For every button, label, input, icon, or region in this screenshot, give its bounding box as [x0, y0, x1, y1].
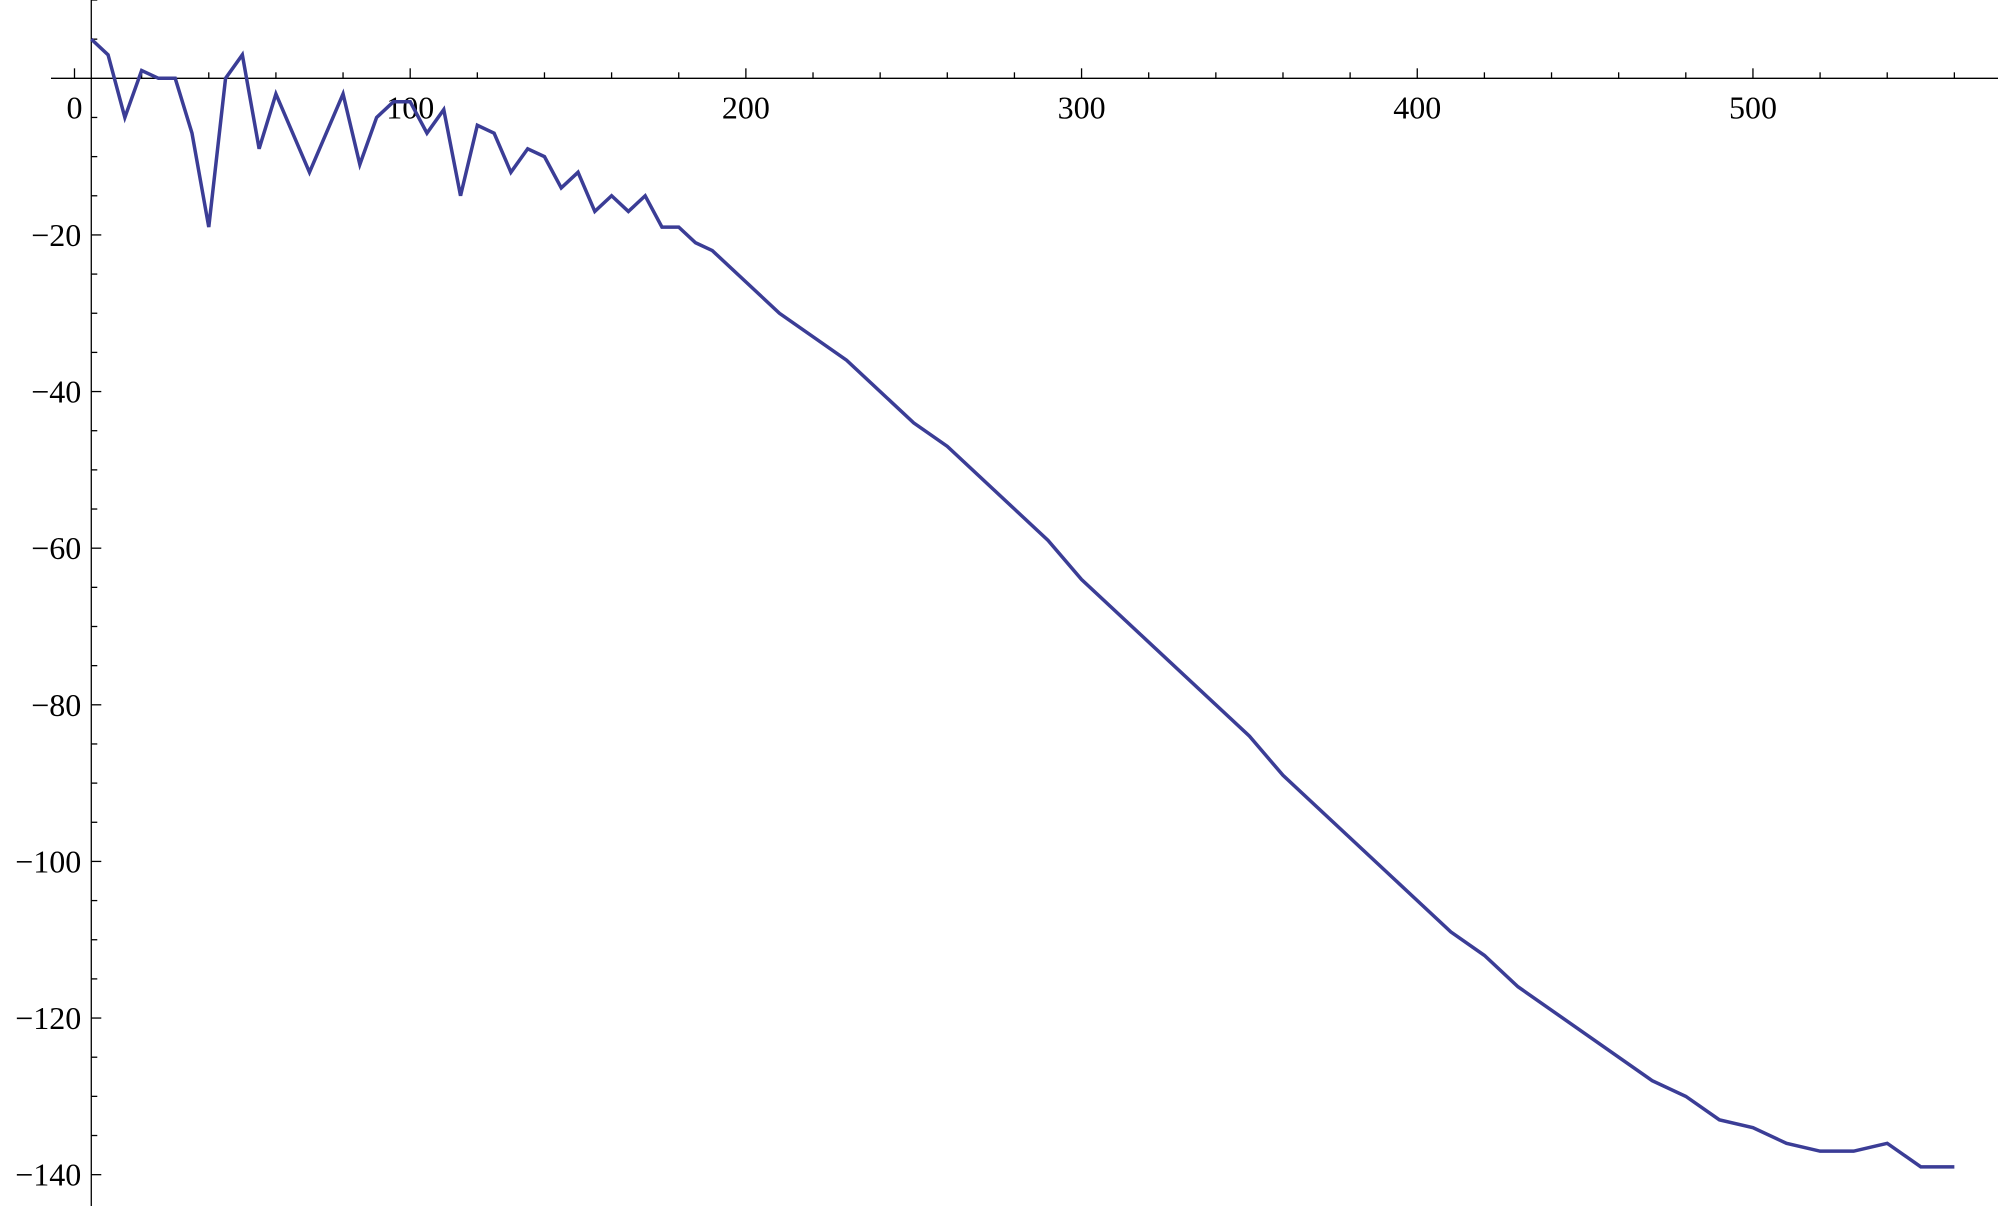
data-line: [90, 37, 1955, 1169]
y-tick-label: −140: [15, 1157, 81, 1193]
y-tick-label: −100: [15, 843, 81, 879]
y-tick-label: −120: [15, 1000, 81, 1036]
y-tick-label: −60: [31, 530, 81, 566]
x-tick-label: 200: [722, 89, 770, 125]
x-tick-label: 300: [1058, 89, 1106, 125]
x-tick-label: 100: [386, 89, 434, 125]
x-tick-label: 400: [1393, 89, 1441, 125]
y-tick-label: −20: [31, 217, 81, 253]
x-tick-label: 0: [66, 89, 82, 125]
y-tick-label: −40: [31, 374, 81, 410]
x-tick-label: 500: [1729, 89, 1777, 125]
y-tick-label: −80: [31, 687, 81, 723]
